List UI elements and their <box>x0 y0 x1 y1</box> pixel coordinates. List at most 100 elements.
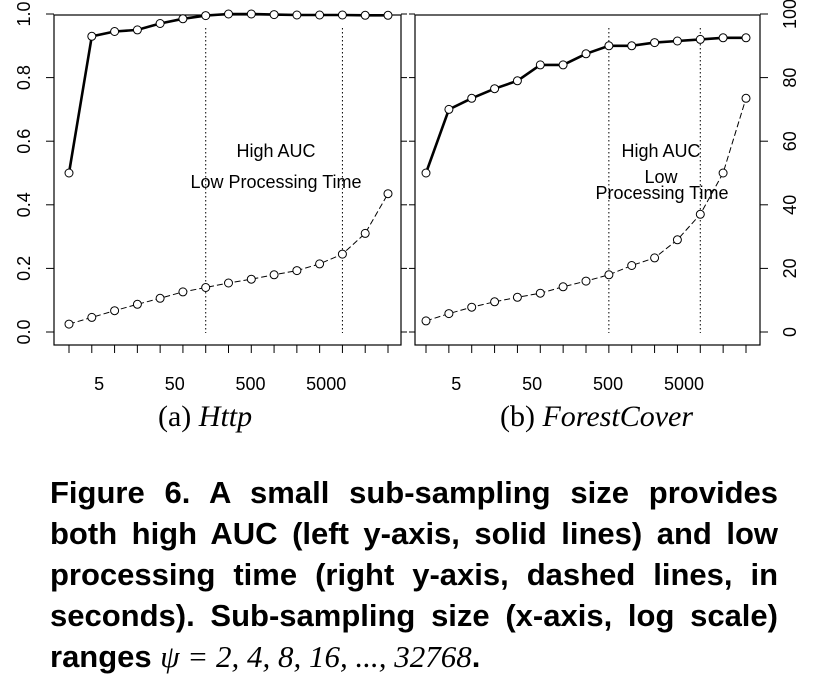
auc-point <box>360 10 370 20</box>
x-tick-label: 5000 <box>306 374 346 394</box>
processing-time-point <box>269 270 279 280</box>
x-tick-label: 50 <box>522 374 542 394</box>
subcaption-a-name: Http <box>198 400 253 433</box>
processing-time-point <box>627 261 637 270</box>
auc-point <box>490 84 500 94</box>
auc-point <box>315 10 325 20</box>
processing-time-point <box>201 283 211 292</box>
caption-math: ψ = 2, 4, 8, 16, ..., 32768 <box>160 639 472 674</box>
x-tick-label: 5000 <box>664 374 704 394</box>
auc-point <box>132 25 142 35</box>
auc-point <box>110 27 120 36</box>
processing-time-point <box>87 312 97 322</box>
annotation-text: Processing Time <box>595 183 728 203</box>
processing-time-point <box>337 249 347 259</box>
processing-time-point <box>224 278 233 288</box>
auc-point <box>467 93 477 103</box>
subcaption-a: (a) Http <box>158 400 253 433</box>
subcaption-b-name: ForestCover <box>542 400 694 433</box>
auc-point <box>201 11 211 21</box>
processing-time-point <box>360 228 370 238</box>
panel-a-http: 5 50 500 5000 0.0 0.2 0.4 0.6 0.8 1.0 High AUC Low … <box>14 1 407 394</box>
x-tick-label: 5 <box>451 374 461 394</box>
processing-time-point <box>64 319 74 329</box>
auc-point <box>269 10 279 20</box>
auc-point <box>604 41 614 51</box>
annotation-text: High AUC <box>236 141 315 161</box>
auc-point <box>695 34 705 44</box>
processing-time-line <box>68 193 389 325</box>
auc-point <box>558 60 568 70</box>
processing-time-point <box>292 266 302 276</box>
caption-end: . <box>471 639 481 674</box>
processing-time-point <box>650 253 660 263</box>
auc-point <box>337 10 347 20</box>
processing-time-line <box>425 98 747 322</box>
subcaption-b: (b) ForestCover <box>500 400 694 433</box>
y-left-tick-label: 0.2 <box>14 256 34 281</box>
processing-time-point <box>178 287 188 297</box>
processing-time-point <box>444 309 454 319</box>
processing-time-point <box>110 306 120 316</box>
annotation-text: Low <box>644 167 678 187</box>
auc-point <box>64 168 74 178</box>
auc-point <box>444 104 454 114</box>
panel-b-forestcover: 5 50 500 5000 0 20 40 60 80 100 High AUC LowProcess… <box>409 0 800 394</box>
processing-time-point <box>315 259 325 269</box>
y-right-tick-label: 60 <box>780 131 800 151</box>
caption-text: Figure 6. A small sub-sampling size prov… <box>50 475 778 674</box>
processing-time-point <box>512 292 522 302</box>
y-left-tick-label: 0.4 <box>14 192 34 217</box>
auc-point <box>650 38 660 48</box>
processing-time-point <box>672 235 682 245</box>
x-tick-label: 5 <box>94 374 104 394</box>
auc-point <box>178 14 188 24</box>
y-right-tick-label: 100 <box>780 0 800 29</box>
auc-point <box>292 10 302 20</box>
processing-time-point <box>383 189 393 199</box>
processing-time-point <box>718 168 728 178</box>
processing-time-point <box>558 282 568 292</box>
x-tick-label: 500 <box>235 374 265 394</box>
y-right-tick-label: 40 <box>780 195 800 215</box>
annotation-text: Low Processing Time <box>190 172 361 192</box>
processing-time-point <box>490 297 500 307</box>
auc-point <box>672 36 682 46</box>
processing-time-point <box>741 93 751 103</box>
processing-time-point <box>467 302 477 312</box>
x-tick-label: 50 <box>165 374 185 394</box>
processing-time-point <box>132 299 142 309</box>
processing-time-point <box>581 276 591 286</box>
auc-line <box>67 12 388 174</box>
processing-time-point <box>246 274 256 284</box>
auc-point <box>87 31 97 41</box>
processing-time-point <box>421 316 431 326</box>
x-tick-label: 500 <box>593 374 623 394</box>
auc-point <box>627 41 637 51</box>
auc-point <box>512 76 522 86</box>
auc-point <box>383 10 393 20</box>
auc-point <box>581 49 591 59</box>
auc-point <box>246 9 256 19</box>
annotation-text: High AUC <box>621 141 700 161</box>
y-left-tick-label: 0.0 <box>14 319 34 344</box>
plot-frame <box>414 14 761 346</box>
figure-caption: Figure 6. A small sub-sampling size prov… <box>50 472 778 677</box>
y-left-tick-label: 0.6 <box>14 129 34 154</box>
processing-time-point <box>155 293 165 303</box>
processing-time-point <box>604 270 614 280</box>
y-left-tick-label: 1.0 <box>14 1 34 26</box>
auc-point <box>421 168 431 178</box>
processing-time-point <box>535 288 545 298</box>
auc-point <box>224 9 233 19</box>
auc-point <box>535 60 545 70</box>
auc-point <box>741 33 751 43</box>
y-left-tick-label: 0.8 <box>14 65 34 90</box>
auc-point <box>155 19 165 28</box>
y-right-tick-label: 80 <box>780 68 800 88</box>
y-right-tick-label: 0 <box>780 327 800 337</box>
processing-time-point <box>695 209 705 219</box>
auc-point <box>718 33 728 43</box>
y-right-tick-label: 20 <box>780 258 800 278</box>
